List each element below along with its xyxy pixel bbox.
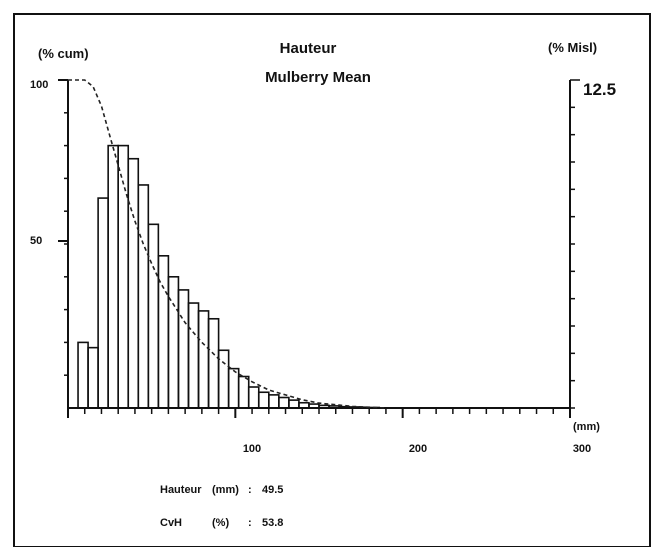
stats-block: Hauteur (mm) : 49.5 CvH (%) : 53.8 bbox=[160, 484, 283, 529]
histogram-bar bbox=[217, 349, 230, 409]
left-tick-label-50: 50 bbox=[30, 235, 42, 247]
right-axis-unit-label: (% Misl) bbox=[548, 40, 597, 55]
histogram-bar bbox=[137, 184, 150, 409]
histogram-bar bbox=[288, 399, 300, 409]
histogram-bar bbox=[197, 310, 210, 409]
figure-border bbox=[13, 13, 651, 547]
histogram-bar bbox=[187, 302, 200, 409]
histogram-series bbox=[77, 144, 381, 409]
histogram-bar bbox=[167, 275, 180, 409]
histogram-bar bbox=[127, 157, 140, 409]
right-axis-ticks bbox=[570, 79, 580, 409]
histogram-bar bbox=[157, 255, 170, 409]
histogram-bar bbox=[338, 405, 350, 409]
histogram-bar bbox=[87, 346, 99, 409]
left-axis-minor-ticks bbox=[64, 112, 68, 376]
cumulative-curve bbox=[68, 79, 386, 409]
histogram-bar bbox=[247, 386, 260, 409]
histogram-bar bbox=[207, 317, 220, 409]
x-axis-ticks bbox=[67, 408, 571, 418]
histogram-bar bbox=[308, 403, 320, 409]
histogram-bar bbox=[237, 375, 250, 409]
histogram-bar bbox=[318, 404, 330, 409]
histogram-bar bbox=[257, 391, 270, 409]
stat-value-hauteur: 49.5 bbox=[262, 484, 283, 496]
chart-subtitle: Mulberry Mean bbox=[265, 69, 371, 86]
stat-sep-cvh: : bbox=[248, 517, 252, 529]
histogram-bar bbox=[267, 394, 280, 409]
histogram-bar bbox=[117, 144, 130, 409]
right-axis-max-label: 12.5 bbox=[583, 80, 616, 99]
histogram-bar bbox=[97, 197, 109, 409]
x-tick-label-100: 100 bbox=[243, 443, 261, 455]
histogram-bar bbox=[107, 144, 120, 409]
histogram-bar bbox=[177, 289, 190, 409]
x-axis-unit-label: (mm) bbox=[573, 421, 600, 433]
left-tick-label-100: 100 bbox=[30, 79, 48, 91]
stat-label-hauteur: Hauteur bbox=[160, 484, 202, 496]
x-tick-label-300: 300 bbox=[573, 443, 591, 455]
histogram-bar bbox=[227, 367, 240, 409]
left-axis-unit-label: (% cum) bbox=[38, 46, 89, 61]
histogram-bar bbox=[147, 223, 160, 409]
histogram-bar bbox=[328, 405, 340, 409]
x-tick-label-200: 200 bbox=[409, 443, 427, 455]
stat-sep-hauteur: : bbox=[248, 484, 252, 496]
stat-value-cvh: 53.8 bbox=[262, 517, 283, 529]
histogram-bar bbox=[298, 401, 310, 409]
chart-title: Hauteur bbox=[280, 40, 337, 57]
stat-label-cvh: CvH bbox=[160, 517, 182, 529]
stat-unit-hauteur: (mm) bbox=[212, 484, 239, 496]
histogram-bar bbox=[77, 341, 89, 409]
stat-unit-cvh: (%) bbox=[212, 517, 229, 529]
histogram-bar bbox=[278, 396, 290, 409]
axes bbox=[58, 79, 571, 409]
